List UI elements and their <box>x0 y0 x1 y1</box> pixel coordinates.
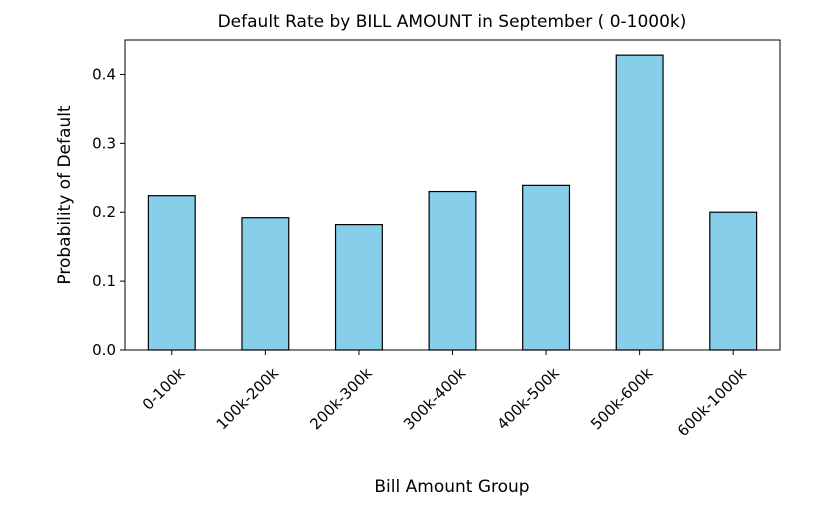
x-tick-label: 600k-1000k <box>674 364 750 440</box>
x-tick-label: 200k-300k <box>306 364 376 434</box>
y-tick-label: 0.0 <box>92 341 116 359</box>
y-tick-label: 0.3 <box>92 134 116 152</box>
bar-100k-200k <box>241 217 290 351</box>
x-axis: 0-100k 100k-200k 200k-300k 300k-400k 400k-50… <box>139 350 750 440</box>
x-tick-label: 500k-600k <box>587 364 657 434</box>
chart-title: Default Rate by BILL AMOUNT in September… <box>218 12 687 32</box>
y-tick-label: 0.4 <box>92 65 116 83</box>
x-tick-label: 100k-200k <box>213 364 283 434</box>
bar-400k-500k <box>522 184 571 351</box>
y-axis-label: Probability of Default <box>55 105 75 285</box>
x-axis-label: Bill Amount Group <box>374 477 529 497</box>
bar-500k-600k <box>615 54 664 351</box>
bar-0-100k <box>147 195 196 351</box>
bar-200k-300k <box>334 224 383 351</box>
x-tick-label: 300k-400k <box>400 364 470 434</box>
x-tick-label: 400k-500k <box>493 364 563 434</box>
bars-layer <box>147 54 758 351</box>
y-tick-label: 0.2 <box>92 203 116 221</box>
y-tick-label: 0.1 <box>92 272 116 290</box>
x-tick-label: 0-100k <box>139 364 189 414</box>
y-axis: 0.0 0.1 0.2 0.3 0.4 <box>92 65 125 359</box>
bar-300k-400k <box>428 190 477 351</box>
bar-600k-1000k <box>709 211 758 351</box>
